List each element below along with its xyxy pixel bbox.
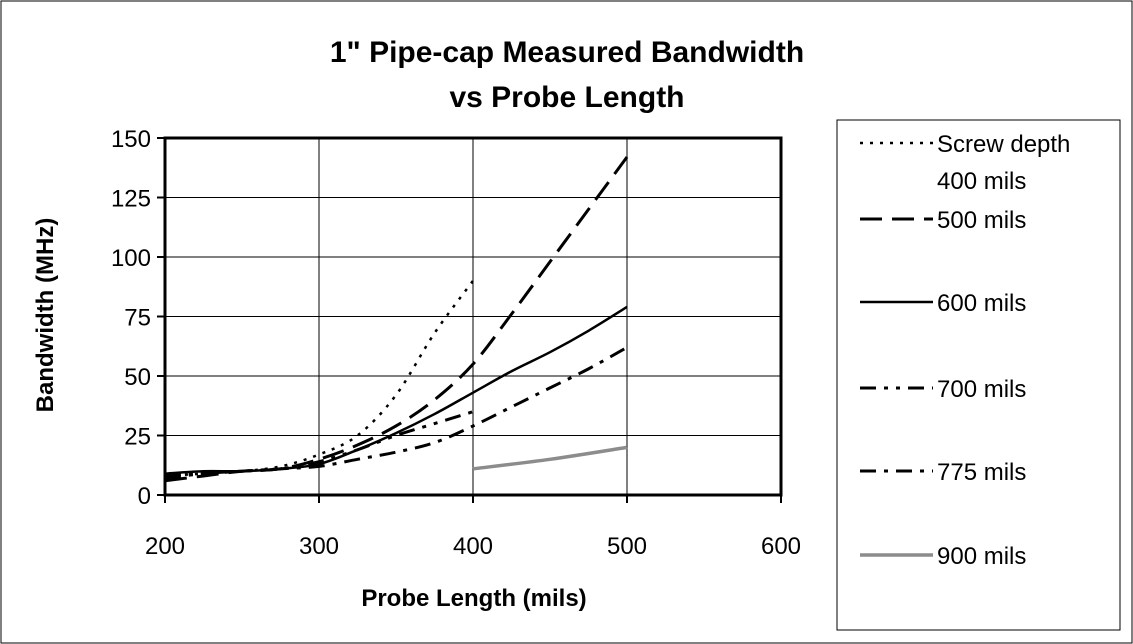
legend-label: 900 mils [937, 543, 1026, 570]
x-tick-label: 300 [299, 533, 339, 560]
x-tick-label: 500 [607, 533, 647, 560]
legend-label: 400 mils [937, 168, 1026, 195]
y-tick-label: 125 [111, 186, 151, 213]
y-tick-label: 0 [138, 483, 151, 510]
legend-label: 500 mils [937, 207, 1026, 234]
legend-items: Screw depth 400 mils 500 mils 600 mils 700 m… [860, 131, 1070, 570]
y-tick-label: 75 [124, 305, 151, 332]
y-tick-label: 50 [124, 364, 151, 391]
x-tick-label: 200 [145, 533, 185, 560]
x-axis: 200 300 400 500 600 [145, 495, 801, 560]
chart-subtitle: vs Probe Length [449, 81, 684, 114]
legend-label: 775 mils [937, 459, 1026, 486]
y-tick-label: 100 [111, 245, 151, 272]
chart-title: 1" Pipe-cap Measured Bandwidth [330, 36, 804, 69]
x-tick-label: 600 [761, 533, 801, 560]
x-axis-label: Probe Length (mils) [361, 585, 586, 612]
y-axis: 0 25 50 75 100 125 150 [111, 126, 165, 510]
y-tick-label: 25 [124, 424, 151, 451]
y-tick-label: 150 [111, 126, 151, 153]
series-line-775-mils [164, 346, 628, 478]
series-line-900-mils [472, 445, 628, 471]
y-axis-label: Bandwidth (MHz) [32, 218, 59, 413]
plot-series [164, 156, 629, 483]
legend-label: Screw depth [937, 131, 1070, 158]
legend-label: 700 mils [937, 376, 1026, 403]
x-tick-label: 400 [453, 533, 493, 560]
legend-label: 600 mils [937, 290, 1026, 317]
legend [836, 119, 1121, 631]
